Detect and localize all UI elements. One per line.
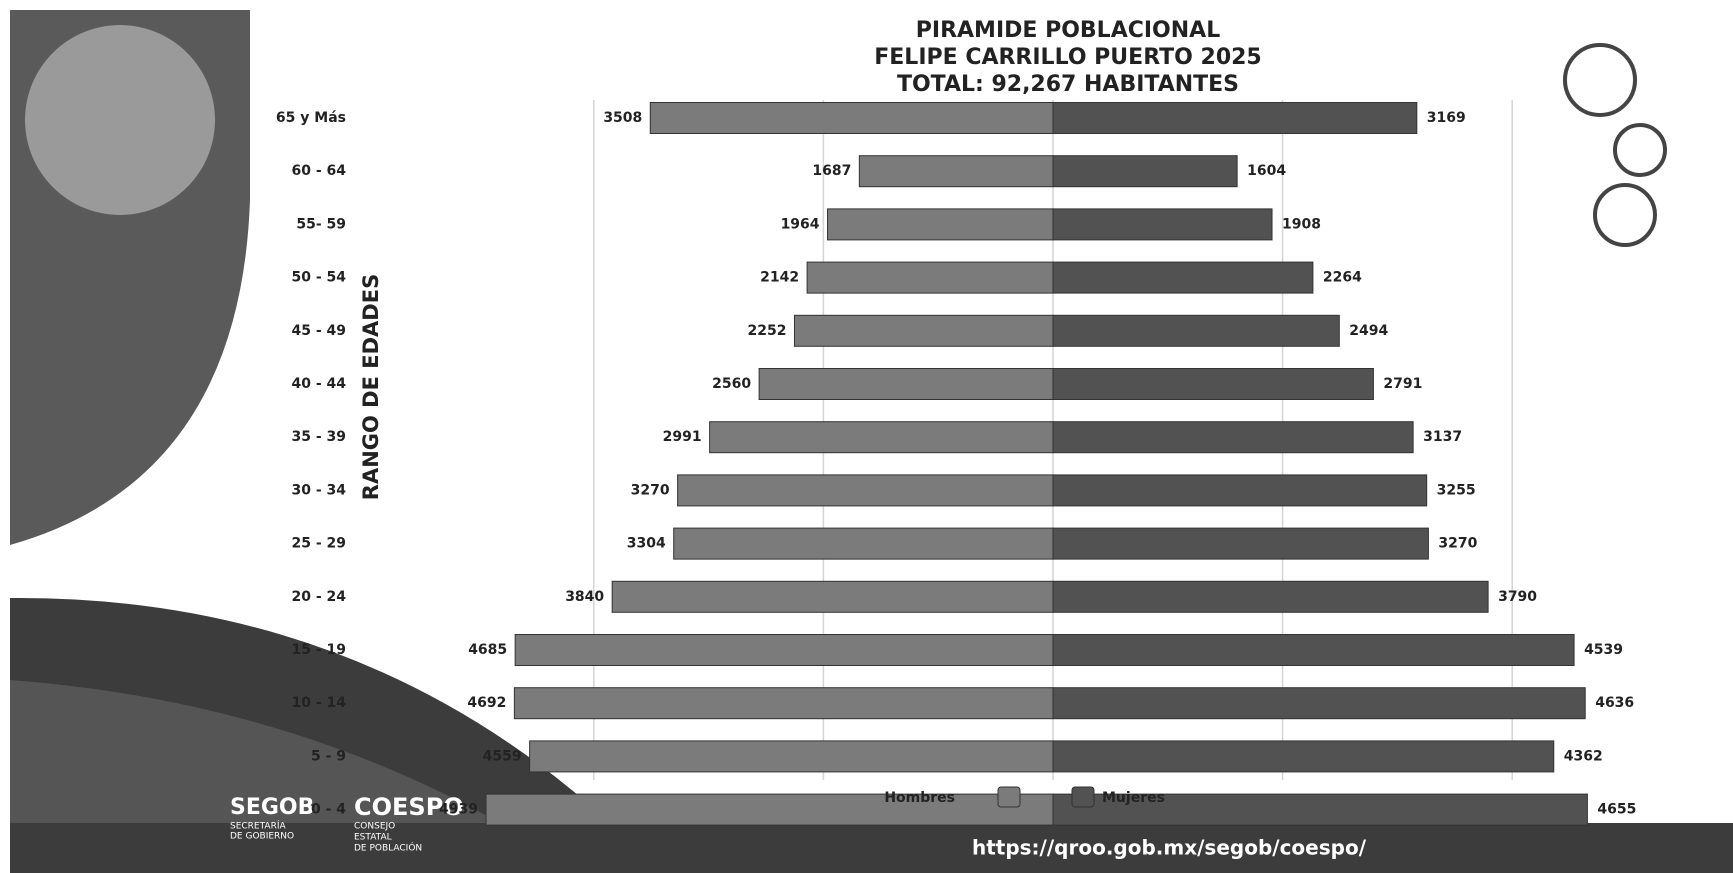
data-label: 4939 (439, 802, 478, 818)
segob-sub: DE GOBIERNO (230, 832, 294, 842)
bar (1052, 155, 1238, 188)
bar (1052, 793, 1588, 826)
coespo-label: COESPO (354, 793, 464, 821)
bar (827, 208, 1054, 241)
coespo-sub: DE POBLACIÓN (354, 842, 422, 854)
bar (1052, 261, 1314, 294)
chart-title: TOTAL: 92,267 HABITANTES (897, 72, 1239, 97)
data-label: 1964 (781, 216, 820, 232)
bar (1052, 634, 1575, 666)
bar (1052, 740, 1555, 773)
data-label: 2991 (663, 429, 702, 445)
data-label: 3169 (1427, 110, 1466, 126)
bar (709, 421, 1054, 454)
bar (793, 314, 1054, 347)
footer-url: https://qroo.gob.mx/segob/coespo/ (972, 836, 1367, 860)
data-label: 4685 (468, 642, 507, 658)
chart-title: PIRAMIDE POBLACIONAL (916, 18, 1220, 43)
data-label: 4559 (483, 748, 522, 764)
y-tick-label: 60 - 64 (291, 163, 346, 179)
legend-label: Mujeres (1102, 790, 1165, 806)
y-tick-label: 45 - 49 (291, 323, 346, 339)
decor-wave-inner (10, 680, 500, 823)
data-label: 3508 (603, 110, 642, 126)
data-label: 3270 (1438, 536, 1477, 552)
data-label: 4636 (1595, 695, 1634, 711)
data-label: 3270 (631, 482, 670, 498)
bar (1052, 208, 1273, 241)
data-label: 2560 (712, 376, 751, 392)
bar (1052, 368, 1374, 400)
bar (611, 580, 1054, 613)
data-label: 4362 (1564, 748, 1603, 764)
decor-glyph (1563, 43, 1667, 247)
data-label: 2142 (760, 270, 799, 286)
y-tick-label: 15 - 19 (291, 642, 346, 658)
bar (649, 102, 1054, 134)
segob-sub: SECRETARÍA (230, 820, 286, 832)
data-label: 2252 (748, 323, 787, 339)
y-tick-label: 30 - 34 (291, 482, 346, 498)
data-label: 2494 (1349, 323, 1388, 339)
legend-swatch (1071, 786, 1095, 808)
bar (673, 527, 1054, 560)
y-tick-label: 50 - 54 (291, 270, 346, 286)
data-label: 1687 (812, 163, 851, 179)
bar (1052, 421, 1414, 454)
y-tick-label: 25 - 29 (291, 536, 346, 552)
bar (1052, 527, 1429, 560)
data-label: 4692 (467, 695, 506, 711)
legend-swatch (997, 786, 1021, 808)
bar (1052, 687, 1586, 720)
bar (758, 368, 1054, 400)
y-tick-label: 10 - 14 (291, 695, 346, 711)
y-tick-label: 20 - 24 (291, 589, 346, 605)
segob-label: SEGOB (230, 795, 314, 820)
y-tick-label: 35 - 39 (291, 429, 346, 445)
data-label: 3255 (1437, 482, 1476, 498)
data-label: 2791 (1383, 376, 1422, 392)
decor-globe (25, 25, 215, 215)
bar (529, 740, 1054, 773)
bar (1052, 580, 1489, 613)
data-label: 4655 (1597, 802, 1636, 818)
bar (806, 261, 1054, 294)
bar (1052, 102, 1418, 134)
y-tick-label: 55- 59 (296, 216, 346, 232)
bar (677, 474, 1054, 507)
data-label: 3840 (565, 589, 604, 605)
data-label: 3304 (627, 536, 666, 552)
bar (485, 793, 1054, 826)
legend-label: Hombres (884, 790, 955, 806)
y-tick-label: 40 - 44 (291, 376, 346, 392)
coespo-sub: ESTATAL (354, 833, 392, 843)
y-axis-label: RANGO DE EDADES (359, 274, 383, 500)
data-label: 2264 (1323, 270, 1362, 286)
data-label: 1908 (1282, 216, 1321, 232)
y-tick-label: 65 y Más (276, 110, 346, 126)
chart-title: FELIPE CARRILLO PUERTO 2025 (874, 45, 1262, 70)
data-label: 1604 (1247, 163, 1286, 179)
bar (513, 687, 1054, 720)
bar (514, 634, 1054, 666)
data-label: 3790 (1498, 589, 1537, 605)
data-label: 3137 (1423, 429, 1462, 445)
y-tick-label: 5 - 9 (311, 748, 346, 764)
bar (1052, 474, 1428, 507)
coespo-sub: CONSEJO (354, 822, 395, 832)
bar (1052, 314, 1340, 347)
bar (858, 155, 1054, 188)
y-tick-label: 0 - 4 (311, 802, 346, 818)
data-label: 4539 (1584, 642, 1623, 658)
